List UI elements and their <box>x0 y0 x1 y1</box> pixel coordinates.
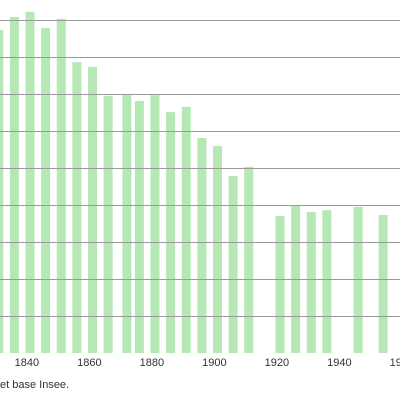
bar <box>122 95 132 353</box>
bar <box>134 101 144 354</box>
bar <box>181 106 191 353</box>
x-tick-label: 1960 <box>390 357 400 369</box>
bar <box>41 28 51 354</box>
bar <box>322 210 332 353</box>
x-tick-label: 1920 <box>265 357 289 369</box>
bar <box>166 112 176 353</box>
bar <box>56 18 66 354</box>
bar <box>9 17 19 353</box>
bar <box>244 166 254 353</box>
bar <box>0 29 4 353</box>
x-tick-label: 1840 <box>15 357 39 369</box>
bar <box>103 95 113 354</box>
bar <box>228 176 238 353</box>
source-note: et base Insee. <box>0 379 69 391</box>
bar <box>25 11 35 354</box>
bar <box>72 62 82 354</box>
bar <box>150 95 160 353</box>
x-tick-label: 1860 <box>77 357 101 369</box>
x-tick-label: 1940 <box>327 357 351 369</box>
bar <box>291 204 301 353</box>
bar <box>275 216 285 353</box>
bar <box>213 146 222 353</box>
x-tick-label: 1880 <box>140 357 164 369</box>
bar <box>378 214 388 353</box>
bar <box>197 138 207 353</box>
x-tick-label: 1900 <box>202 357 226 369</box>
bar <box>306 212 316 353</box>
bar <box>88 66 97 354</box>
